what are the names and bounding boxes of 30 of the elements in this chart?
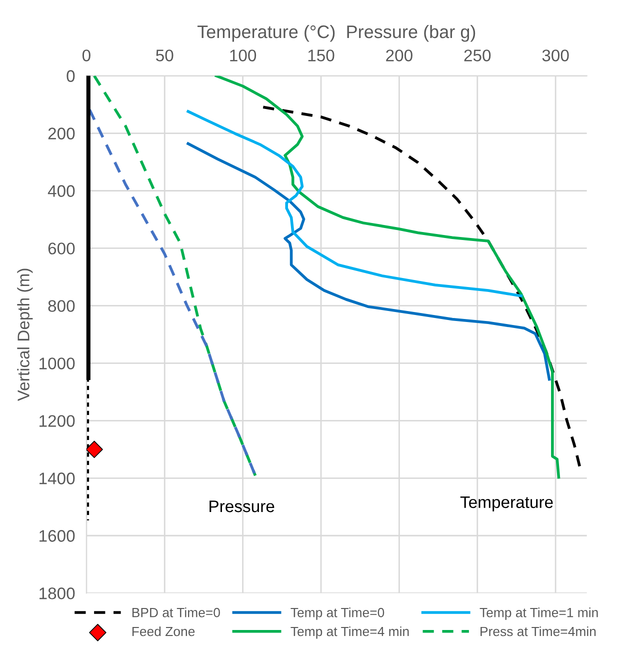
y-tick-label: 1800 — [40, 588, 75, 600]
line-series — [186, 110, 523, 298]
y-tick-label: 1200 — [40, 415, 75, 427]
legend-label: Press at Time=4min — [480, 626, 596, 636]
x-tick-label: 50 — [156, 50, 174, 62]
annotation: Temperature — [460, 496, 553, 512]
line-series — [186, 142, 551, 381]
y-axis-title: Vertical Depth (m) — [17, 268, 33, 402]
y-tick-label: 0 — [66, 70, 75, 82]
x-tick-label: 0 — [82, 50, 90, 62]
x-tick-label: 300 — [542, 50, 569, 62]
legend-label: Temp at Time=0 — [290, 608, 384, 620]
y-tick-label: 400 — [48, 185, 75, 197]
y-tick-label: 1400 — [40, 472, 75, 484]
y-tick-label: 600 — [48, 242, 75, 254]
x-tick-label: 200 — [386, 50, 412, 62]
legend-label: Temp at Time=1 min — [480, 608, 598, 620]
y-tick-label: 1600 — [40, 530, 75, 542]
x-tick-label: 100 — [230, 50, 256, 62]
x-tick-label: 150 — [308, 50, 334, 62]
legend-label: BPD at Time=0 — [132, 608, 220, 618]
legend-label: Temp at Time=4 min — [290, 626, 409, 639]
line-series — [214, 76, 560, 479]
legend-label: Feed Zone — [132, 626, 195, 636]
y-tick-label: 800 — [48, 300, 75, 312]
annotation: Pressure — [210, 500, 274, 512]
x-axis-title: Temperature (°C) Pressure (bar g) — [197, 24, 476, 42]
y-tick-label: 1000 — [40, 358, 75, 370]
x-tick-label: 250 — [464, 50, 491, 62]
y-tick-label: 200 — [48, 128, 75, 140]
